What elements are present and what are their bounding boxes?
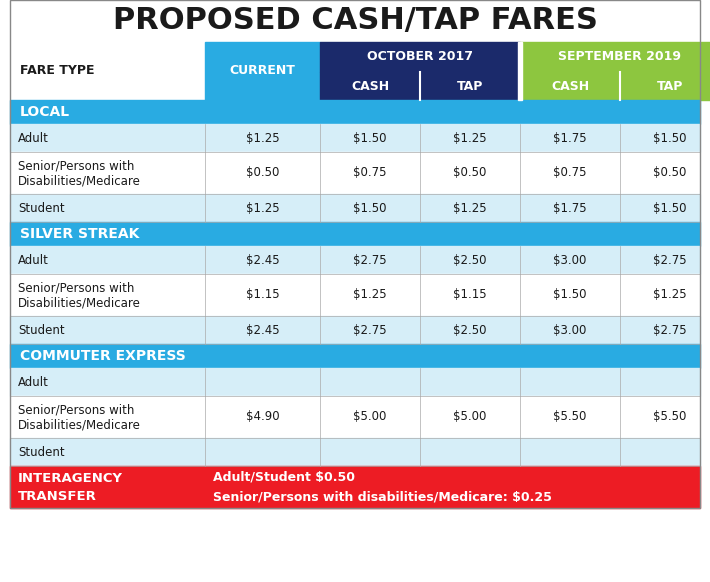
Bar bbox=[10, 368, 700, 396]
Text: $2.75: $2.75 bbox=[353, 324, 387, 336]
Bar bbox=[320, 42, 520, 72]
Text: $1.50: $1.50 bbox=[653, 132, 687, 144]
Text: $1.25: $1.25 bbox=[453, 132, 487, 144]
Bar bbox=[620, 72, 710, 100]
Text: $5.50: $5.50 bbox=[653, 410, 687, 424]
Text: $1.25: $1.25 bbox=[353, 289, 387, 301]
Text: Adult: Adult bbox=[18, 375, 49, 389]
Bar bbox=[10, 152, 700, 194]
Text: $5.00: $5.00 bbox=[354, 410, 387, 424]
Text: $3.00: $3.00 bbox=[553, 324, 586, 336]
Text: $0.50: $0.50 bbox=[653, 166, 687, 179]
Bar bbox=[10, 246, 700, 274]
Text: CURRENT: CURRENT bbox=[229, 65, 295, 77]
Bar bbox=[520, 42, 710, 72]
Text: $2.45: $2.45 bbox=[246, 254, 279, 267]
Text: Student: Student bbox=[18, 445, 65, 459]
Text: $1.75: $1.75 bbox=[553, 201, 586, 215]
Bar bbox=[10, 344, 700, 368]
Bar bbox=[10, 0, 700, 508]
Text: $0.75: $0.75 bbox=[354, 166, 387, 179]
Text: Student: Student bbox=[18, 324, 65, 336]
Text: $1.15: $1.15 bbox=[246, 289, 279, 301]
Text: Disabilities/Medicare: Disabilities/Medicare bbox=[18, 418, 141, 431]
Text: $0.50: $0.50 bbox=[246, 166, 279, 179]
Text: SILVER STREAK: SILVER STREAK bbox=[20, 227, 139, 241]
Bar bbox=[10, 0, 700, 42]
Text: Senior/Persons with: Senior/Persons with bbox=[18, 403, 134, 417]
Text: $1.50: $1.50 bbox=[354, 132, 387, 144]
Text: $1.75: $1.75 bbox=[553, 132, 586, 144]
Bar bbox=[10, 222, 700, 246]
Text: $1.50: $1.50 bbox=[653, 201, 687, 215]
Text: $1.50: $1.50 bbox=[553, 289, 586, 301]
Text: Senior/Persons with: Senior/Persons with bbox=[18, 282, 134, 294]
Text: $5.00: $5.00 bbox=[453, 410, 486, 424]
Text: $2.50: $2.50 bbox=[453, 254, 487, 267]
Text: $2.45: $2.45 bbox=[246, 324, 279, 336]
Text: Senior/Persons with: Senior/Persons with bbox=[18, 159, 134, 172]
Text: Student: Student bbox=[18, 201, 65, 215]
Text: $5.50: $5.50 bbox=[553, 410, 586, 424]
Bar bbox=[10, 194, 700, 222]
Text: $1.15: $1.15 bbox=[453, 289, 487, 301]
Text: INTERAGENCY
TRANSFER: INTERAGENCY TRANSFER bbox=[18, 471, 123, 502]
Text: $1.25: $1.25 bbox=[246, 132, 279, 144]
Bar bbox=[320, 72, 420, 100]
Text: $1.25: $1.25 bbox=[246, 201, 279, 215]
Text: $2.75: $2.75 bbox=[653, 324, 687, 336]
Text: TAP: TAP bbox=[657, 80, 683, 93]
Bar bbox=[205, 42, 320, 100]
Text: $1.50: $1.50 bbox=[354, 201, 387, 215]
Text: COMMUTER EXPRESS: COMMUTER EXPRESS bbox=[20, 349, 186, 363]
Bar bbox=[10, 316, 700, 344]
Text: PROPOSED CASH/TAP FARES: PROPOSED CASH/TAP FARES bbox=[113, 6, 597, 36]
Bar bbox=[420, 72, 520, 100]
Text: TAP: TAP bbox=[457, 80, 484, 93]
Text: OCTOBER 2017: OCTOBER 2017 bbox=[367, 51, 473, 63]
Bar bbox=[10, 466, 700, 508]
Text: Adult: Adult bbox=[18, 132, 49, 144]
Bar bbox=[10, 42, 205, 100]
Text: FARE TYPE: FARE TYPE bbox=[20, 65, 94, 77]
Text: CASH: CASH bbox=[551, 80, 589, 93]
Bar bbox=[10, 124, 700, 152]
Text: $2.75: $2.75 bbox=[353, 254, 387, 267]
Bar bbox=[10, 100, 700, 124]
Bar bbox=[10, 438, 700, 466]
Text: Disabilities/Medicare: Disabilities/Medicare bbox=[18, 175, 141, 187]
Text: $0.50: $0.50 bbox=[453, 166, 486, 179]
Text: $2.75: $2.75 bbox=[653, 254, 687, 267]
Text: $3.00: $3.00 bbox=[553, 254, 586, 267]
Text: CASH: CASH bbox=[351, 80, 389, 93]
Text: $1.25: $1.25 bbox=[453, 201, 487, 215]
Text: $0.75: $0.75 bbox=[553, 166, 586, 179]
Text: Disabilities/Medicare: Disabilities/Medicare bbox=[18, 296, 141, 310]
Bar bbox=[10, 274, 700, 316]
Text: $2.50: $2.50 bbox=[453, 324, 487, 336]
Text: $4.90: $4.90 bbox=[246, 410, 279, 424]
Bar bbox=[518, 42, 522, 100]
Text: $1.25: $1.25 bbox=[653, 289, 687, 301]
Text: SEPTEMBER 2019: SEPTEMBER 2019 bbox=[559, 51, 682, 63]
Bar bbox=[520, 72, 620, 100]
Bar bbox=[10, 396, 700, 438]
Text: Adult/Student $0.50
Senior/Persons with disabilities/Medicare: $0.25: Adult/Student $0.50 Senior/Persons with … bbox=[213, 471, 552, 503]
Text: Adult: Adult bbox=[18, 254, 49, 267]
Text: LOCAL: LOCAL bbox=[20, 105, 70, 119]
